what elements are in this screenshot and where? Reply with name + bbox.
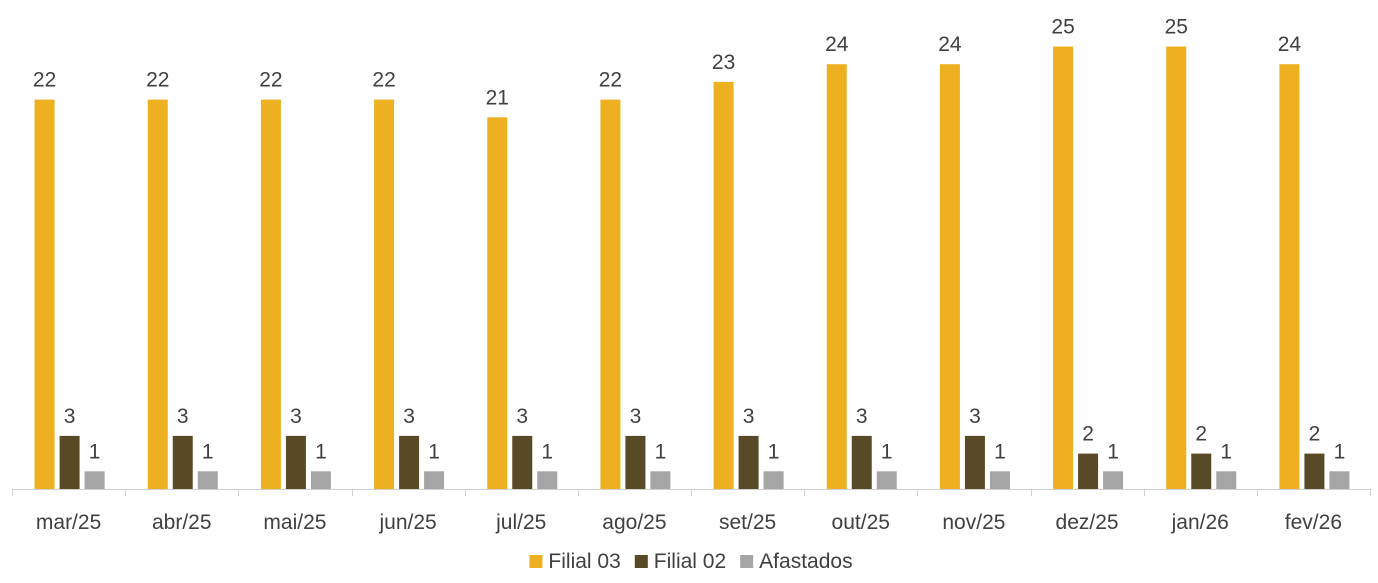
legend-swatch-afastados — [740, 555, 754, 568]
bar-filial-02-mai-25 — [285, 435, 306, 489]
bar-filial-03-nov-25 — [939, 64, 960, 489]
data-label: 3 — [290, 405, 302, 428]
legend-label: Filial 02 — [654, 550, 726, 573]
bar-filial-03-fev-26 — [1279, 64, 1300, 489]
x-tick-label: nov/25 — [942, 511, 1005, 534]
data-label: 3 — [969, 405, 981, 428]
data-label: 1 — [655, 440, 667, 463]
x-tick-label: dez/25 — [1056, 511, 1119, 534]
bar-filial-02-jul-25 — [512, 435, 533, 489]
bar-afastados-ago-25 — [650, 471, 671, 489]
data-label: 1 — [881, 440, 893, 463]
x-tick-label: out/25 — [832, 511, 890, 534]
x-tick-label: set/25 — [719, 511, 776, 534]
x-tick-label: mai/25 — [263, 511, 326, 534]
data-label: 1 — [541, 440, 553, 463]
bar-filial-03-ago-25 — [600, 99, 621, 489]
data-label: 3 — [403, 405, 415, 428]
data-label: 2 — [1195, 423, 1207, 446]
bar-filial-02-out-25 — [851, 435, 872, 489]
data-label: 25 — [1051, 16, 1074, 39]
bar-filial-03-mar-25 — [34, 99, 55, 489]
legend-label: Afastados — [759, 550, 852, 573]
bar-afastados-nov-25 — [989, 471, 1010, 489]
bar-filial-02-set-25 — [738, 435, 759, 489]
x-tick-label: fev/26 — [1285, 511, 1342, 534]
bar-afastados-jun-25 — [424, 471, 445, 489]
data-label: 3 — [516, 405, 528, 428]
bar-filial-03-dez-25 — [1053, 46, 1074, 489]
data-label: 22 — [372, 69, 395, 92]
bar-filial-03-jun-25 — [374, 99, 395, 489]
x-tick-label: abr/25 — [152, 511, 212, 534]
data-label: 22 — [599, 69, 622, 92]
data-label: 1 — [1107, 440, 1119, 463]
bar-afastados-fev-26 — [1329, 471, 1350, 489]
data-label: 24 — [825, 33, 849, 56]
data-label: 24 — [1278, 33, 1302, 56]
legend: Filial 03 Filial 02 Afastados — [529, 550, 853, 573]
bar-afastados-dez-25 — [1103, 471, 1124, 489]
data-label: 1 — [428, 440, 440, 463]
bar-afastados-mai-25 — [310, 471, 331, 489]
bar-afastados-set-25 — [763, 471, 784, 489]
data-label: 3 — [743, 405, 755, 428]
data-label: 3 — [630, 405, 642, 428]
data-label: 2 — [1082, 423, 1094, 446]
data-label: 22 — [33, 69, 56, 92]
bar-filial-03-mai-25 — [260, 99, 281, 489]
bar-afastados-jul-25 — [537, 471, 558, 489]
bar-filial-02-mar-25 — [59, 435, 80, 489]
data-label: 1 — [315, 440, 327, 463]
x-tick-label: ago/25 — [602, 511, 666, 534]
bar-afastados-mar-25 — [84, 471, 105, 489]
data-label: 22 — [146, 69, 169, 92]
legend-swatch-filial-02 — [634, 555, 648, 568]
bar-filial-03-jul-25 — [487, 117, 508, 490]
data-label: 1 — [202, 440, 214, 463]
bar-afastados-out-25 — [876, 471, 897, 489]
data-label: 23 — [712, 51, 735, 74]
data-label: 1 — [1334, 440, 1346, 463]
data-label: 22 — [259, 69, 282, 92]
bar-filial-02-jan-26 — [1191, 453, 1212, 489]
axis-layer — [12, 489, 1371, 496]
x-tick-label: mar/25 — [36, 511, 101, 534]
bar-filial-03-set-25 — [713, 81, 734, 490]
bar-filial-03-out-25 — [826, 64, 847, 489]
data-label: 21 — [486, 86, 509, 109]
bar-filial-02-fev-26 — [1304, 453, 1325, 489]
data-label: 1 — [994, 440, 1006, 463]
legend-label: Filial 03 — [548, 550, 620, 573]
x-tick-label: jan/26 — [1171, 511, 1229, 534]
bar-filial-02-ago-25 — [625, 435, 646, 489]
bars-layer — [34, 46, 1350, 490]
bar-filial-02-dez-25 — [1078, 453, 1099, 489]
bar-filial-03-jan-26 — [1166, 46, 1187, 489]
bar-filial-02-abr-25 — [172, 435, 193, 489]
data-label: 25 — [1165, 16, 1188, 39]
category-labels-layer: mar/25 abr/25 mai/25 jun/25 jul/25 ago/25 set/… — [36, 511, 1342, 534]
bar-afastados-jan-26 — [1216, 471, 1237, 489]
data-label: 24 — [938, 33, 962, 56]
data-label: 3 — [856, 405, 868, 428]
data-label: 2 — [1309, 423, 1321, 446]
x-tick-label: jul/25 — [495, 511, 546, 534]
data-labels-layer: 2231223122312231213122312331243124312521… — [33, 16, 1345, 464]
data-label: 1 — [768, 440, 780, 463]
data-label: 3 — [177, 405, 189, 428]
data-label: 3 — [64, 405, 76, 428]
data-label: 1 — [89, 440, 101, 463]
bar-filial-02-nov-25 — [964, 435, 985, 489]
legend-swatch-filial-03 — [529, 555, 543, 568]
bar-filial-02-jun-25 — [399, 435, 420, 489]
bar-filial-03-abr-25 — [147, 99, 168, 489]
bar-afastados-abr-25 — [197, 471, 218, 489]
data-label: 1 — [1220, 440, 1232, 463]
x-tick-label: jun/25 — [378, 511, 436, 534]
